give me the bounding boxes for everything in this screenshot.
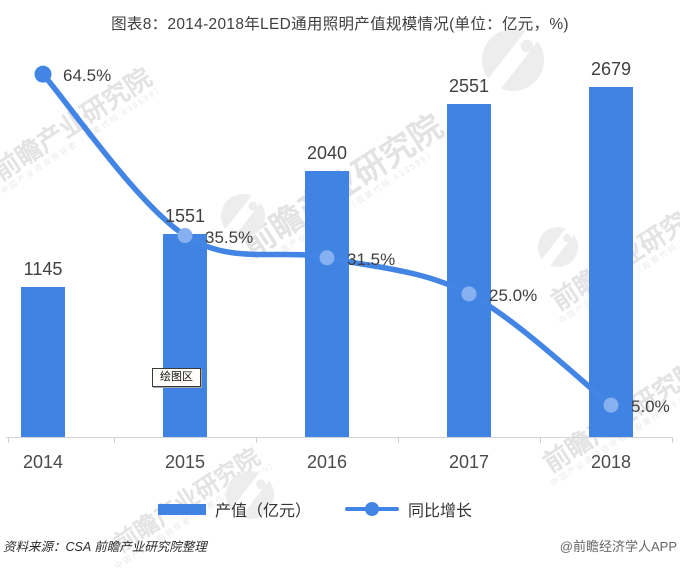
plot-area-tooltip: 绘图区: [152, 368, 201, 387]
growth-value-label: 31.5%: [347, 249, 396, 269]
x-axis-label-2017: 2017: [448, 452, 490, 472]
bar-series-swatch: [158, 503, 206, 515]
bar-value-label: 2040: [306, 142, 348, 163]
x-axis-tick: [540, 437, 541, 443]
legend: 产值（亿元） 同比增长: [158, 497, 472, 521]
x-axis-tick: [114, 437, 115, 443]
growth-value-label: 25.0%: [489, 285, 538, 305]
x-axis-line: [6, 437, 673, 438]
x-axis-tick: [672, 437, 673, 443]
credit-note: @前瞻经济学人APP: [559, 539, 677, 554]
growth-value-label: 5.0%: [631, 397, 670, 417]
watermark-logo-icon: [226, 471, 274, 519]
line-marker-icon: [365, 502, 380, 516]
bar-2018[interactable]: [589, 87, 633, 437]
watermark-logo-icon: [538, 227, 578, 267]
footer: 资料来源：CSA 前瞻产业研究院整理 @前瞻经济学人APP: [0, 536, 680, 555]
x-axis-label-2015: 2015: [164, 452, 206, 472]
bar-2015[interactable]: [163, 234, 207, 437]
line-series-swatch: [345, 502, 400, 516]
line-point-2014[interactable]: [34, 65, 52, 83]
bar-2014[interactable]: [21, 287, 65, 437]
growth-value-label: 35.5%: [205, 227, 254, 247]
bar-value-label: 2679: [590, 59, 632, 80]
legend-label-line: 同比增长: [408, 503, 473, 520]
growth-value-label: 64.5%: [63, 66, 112, 86]
legend-item-bar[interactable]: 产值（亿元）: [158, 497, 311, 521]
bar-2017[interactable]: [447, 103, 491, 437]
watermark-logo-icon: [482, 29, 544, 91]
x-axis-tick: [8, 437, 9, 443]
x-axis-label-2018: 2018: [590, 452, 632, 472]
x-axis-tick: [398, 437, 399, 443]
x-axis-tick: [256, 437, 257, 443]
x-axis-label-2016: 2016: [306, 452, 348, 472]
bar-2016[interactable]: [305, 170, 349, 437]
bar-value-label: 2551: [448, 75, 490, 96]
bar-value-label: 1145: [23, 259, 63, 280]
legend-item-line[interactable]: 同比增长: [345, 497, 472, 521]
x-axis-label-2014: 2014: [22, 452, 64, 472]
bar-value-label: 1551: [164, 206, 206, 227]
chart-title: 图表8：2014-2018年LED通用照明产值规模情况(单位：亿元，%): [111, 16, 569, 33]
legend-label-bar: 产值（亿元）: [215, 503, 312, 520]
source-note: 资料来源：CSA 前瞻产业研究院整理: [3, 540, 207, 554]
